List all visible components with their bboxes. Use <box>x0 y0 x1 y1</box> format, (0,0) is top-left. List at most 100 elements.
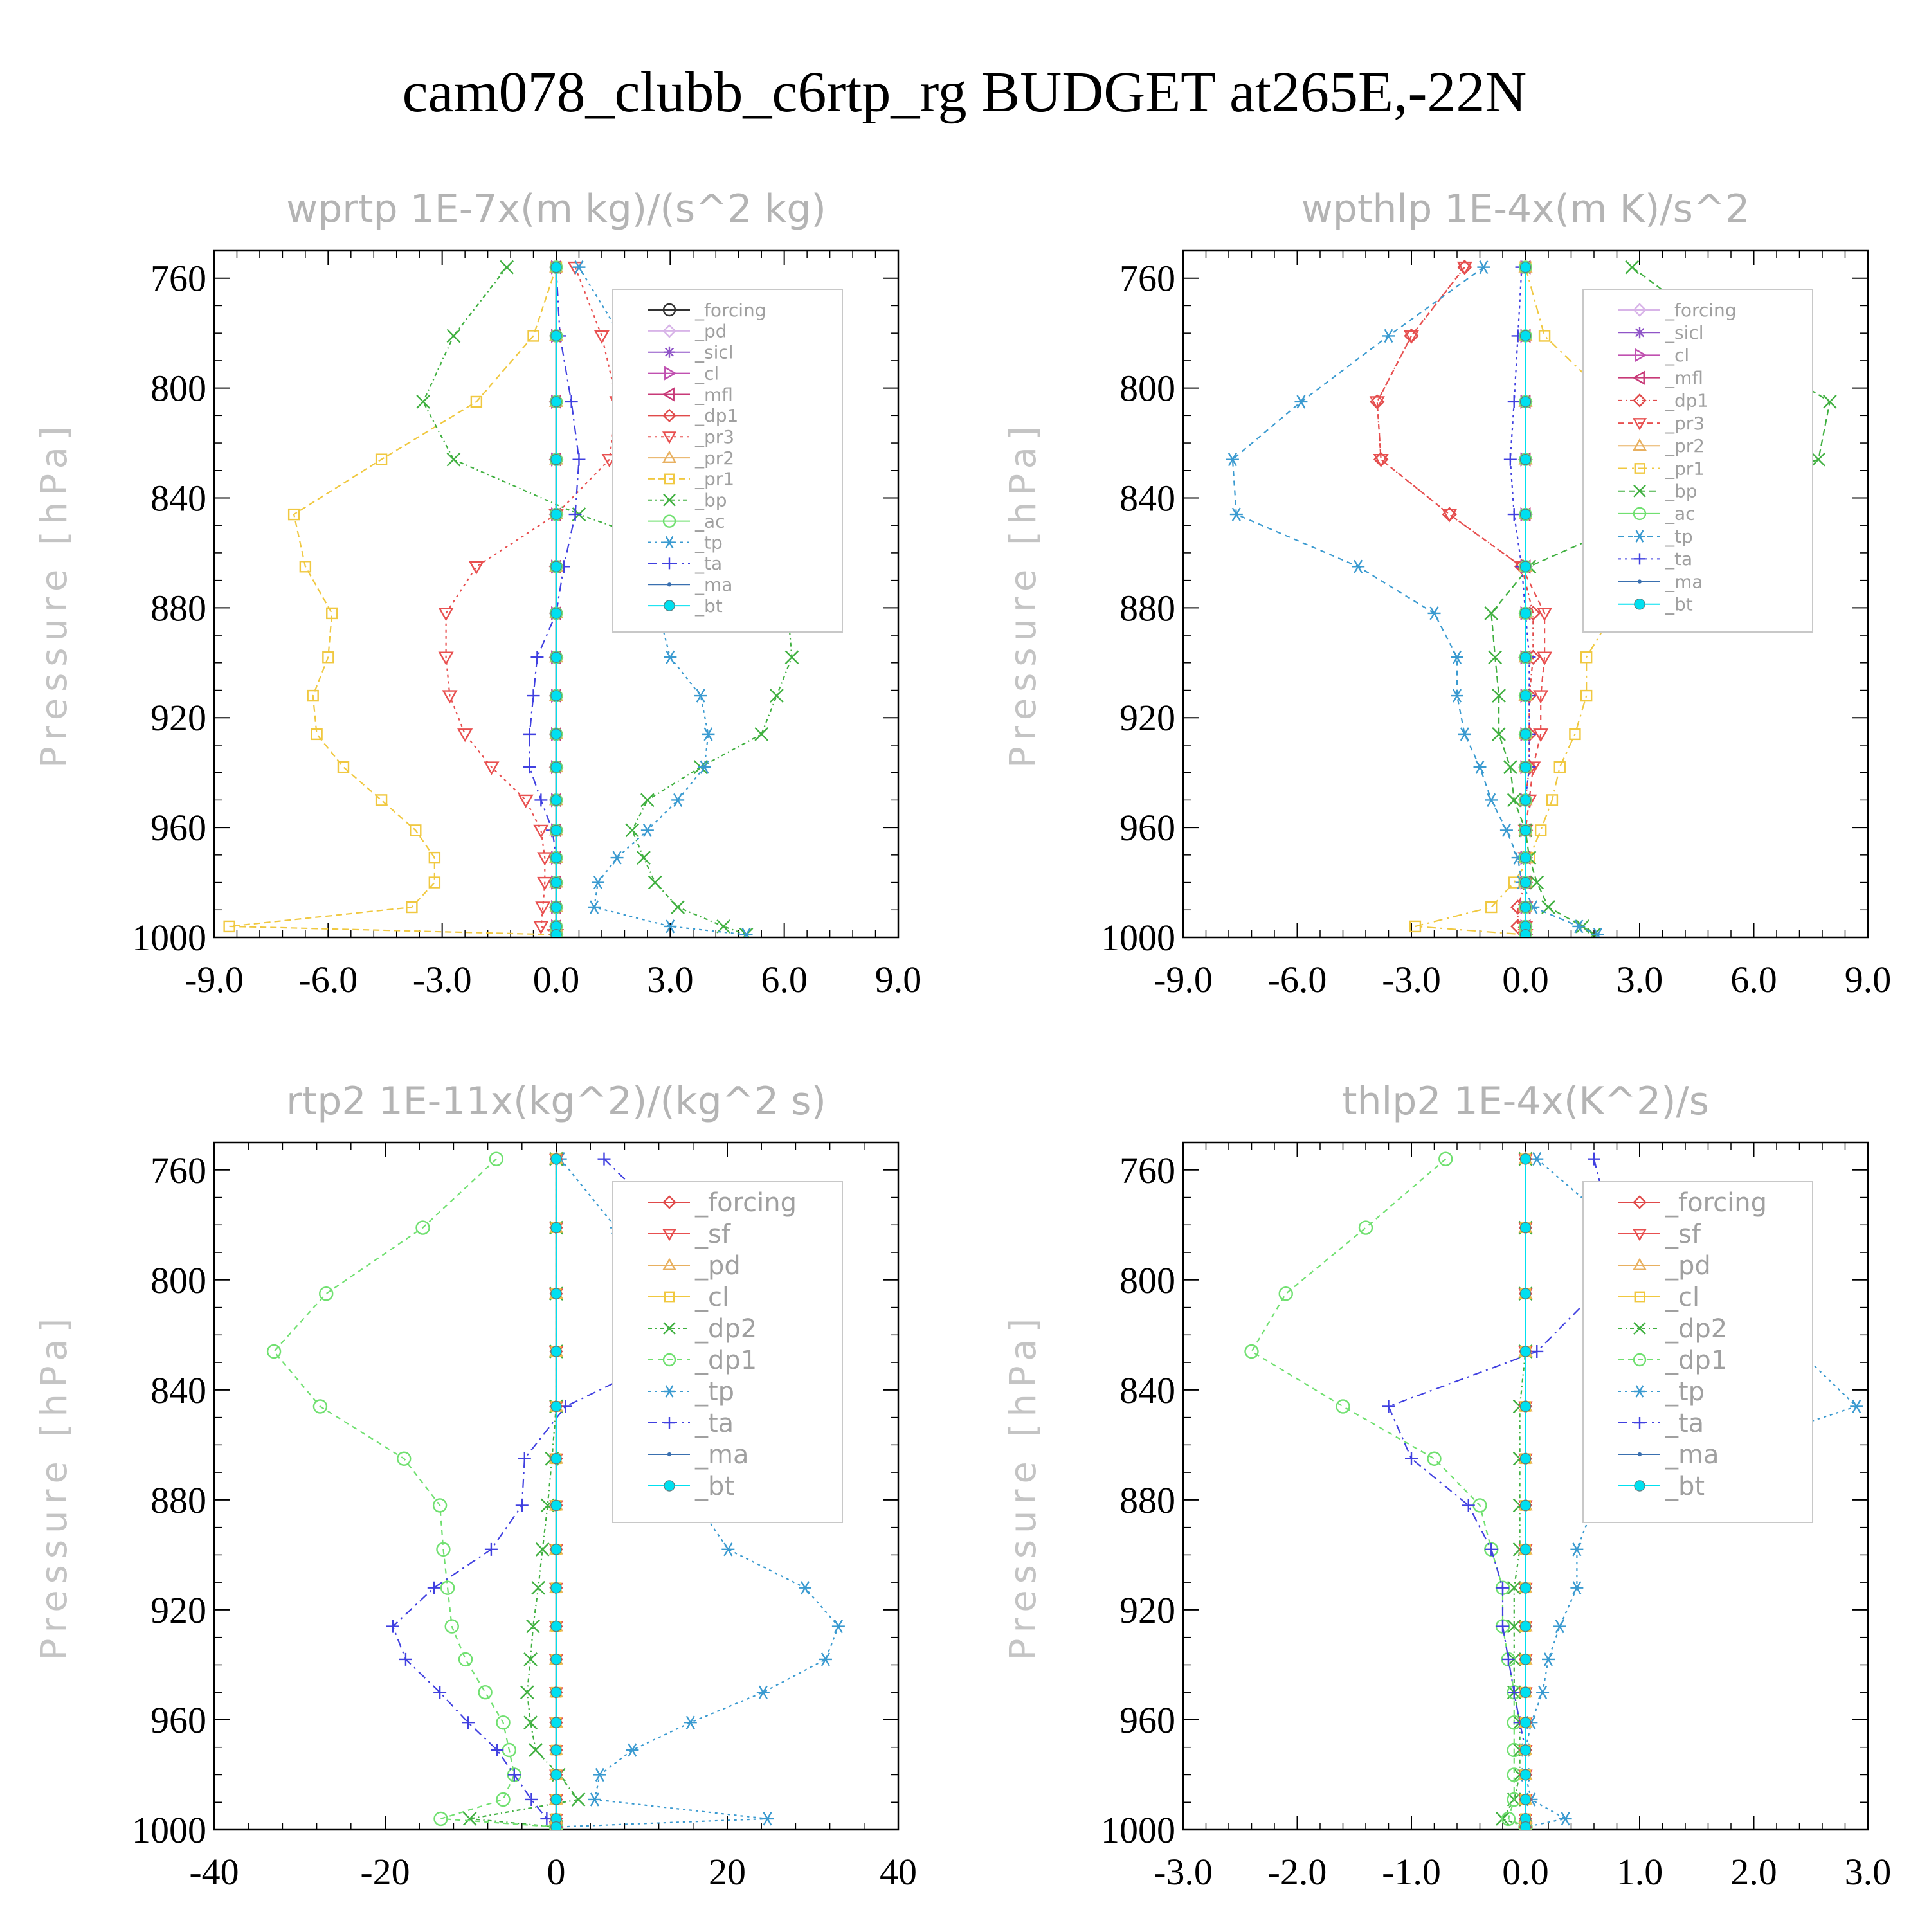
legend-marker <box>662 450 677 464</box>
data-point <box>1373 453 1389 468</box>
y-tick-label: 840 <box>150 477 206 519</box>
series-pr3 <box>438 261 625 937</box>
legend-marker <box>1634 1480 1645 1492</box>
data-point <box>1519 761 1532 773</box>
plot-area <box>1244 1151 1863 1830</box>
legend-label: _pr2 <box>694 447 734 469</box>
legend-entry: _pr3 <box>648 426 734 447</box>
y-tick-label: 880 <box>1119 587 1175 629</box>
data-point <box>550 1717 562 1728</box>
legend-label: _ma <box>694 574 732 595</box>
legend-marker <box>664 1417 675 1429</box>
data-point <box>550 330 562 342</box>
data-point <box>550 824 562 836</box>
legend-label: _dp1 <box>1665 390 1708 411</box>
data-point <box>1519 1717 1532 1728</box>
data-point <box>438 651 454 665</box>
y-tick-label: 960 <box>1119 1699 1175 1741</box>
data-point <box>550 261 562 273</box>
data-point <box>550 690 562 701</box>
panel-1: wprtp 1E-7x(m kg)/(s^2 kg) Pressure [hPa]… <box>33 186 921 1000</box>
series-line <box>273 1158 557 1828</box>
y-tick-label: 840 <box>1119 1369 1175 1411</box>
legend-label: _dp1 <box>694 405 738 426</box>
data-point <box>1229 507 1243 521</box>
data-point <box>223 920 235 933</box>
data-point <box>1519 1654 1532 1665</box>
legend-entry: _mfl <box>1618 367 1703 388</box>
data-point <box>610 851 624 865</box>
data-point <box>526 1619 540 1634</box>
y-tick-label: 880 <box>150 1479 206 1521</box>
data-point <box>457 728 473 743</box>
y-tick-label: 1000 <box>132 1809 206 1851</box>
data-point <box>1485 793 1498 808</box>
x-tick-label: -2.0 <box>1268 1851 1327 1893</box>
data-point <box>518 794 534 808</box>
legend-marker <box>1637 579 1642 584</box>
data-point <box>1533 690 1549 704</box>
data-point <box>1553 761 1566 773</box>
y-tick-label: 800 <box>150 368 206 410</box>
data-point <box>322 651 334 664</box>
data-point <box>1570 1581 1584 1595</box>
legend-marker <box>1633 484 1646 498</box>
legend-box <box>1582 289 1813 633</box>
data-point <box>326 607 338 620</box>
data-point <box>739 928 753 937</box>
legend-marker <box>662 324 676 338</box>
data-point <box>1519 396 1532 408</box>
data-point <box>1488 650 1503 665</box>
data-point <box>1519 1153 1532 1165</box>
legend-marker <box>662 1195 676 1209</box>
x-tick-label: 40 <box>880 1851 917 1893</box>
data-point <box>1538 330 1551 342</box>
y-tick-label: 960 <box>150 807 206 849</box>
legend: _forcing_pd_sicl_cl_mfl_dp1_pr3_pr2_pr1_… <box>612 289 843 633</box>
data-point <box>550 1544 562 1555</box>
data-point <box>478 1684 493 1700</box>
data-point <box>496 1715 511 1730</box>
legend-box <box>612 1181 843 1523</box>
legend-label: _ma <box>1665 1440 1719 1470</box>
legend-label: _mfl <box>1665 367 1703 388</box>
legend-entry: _tp <box>1618 526 1693 547</box>
y-tick-label: 920 <box>150 1589 206 1631</box>
legend-marker <box>1634 327 1645 339</box>
data-point <box>433 1686 447 1699</box>
legend-entry: _pr2 <box>1618 435 1705 456</box>
data-point <box>1496 1620 1509 1633</box>
x-tick-label: -20 <box>360 1851 410 1893</box>
data-point <box>1485 901 1498 914</box>
legend-marker <box>1634 1291 1645 1303</box>
y-tick-label: 760 <box>1119 1150 1175 1191</box>
data-point <box>520 1685 534 1700</box>
legend-entry: _ac <box>1618 503 1696 525</box>
data-point <box>637 851 651 865</box>
x-tick-label: 0 <box>547 1851 566 1893</box>
y-axis-label: Pressure [hPa] <box>1002 420 1044 768</box>
data-point <box>1537 651 1553 665</box>
legend-entry: _forcing <box>1618 300 1737 321</box>
data-point <box>496 1792 511 1807</box>
data-point <box>1519 1453 1532 1465</box>
data-point <box>1358 1220 1373 1235</box>
legend-entry: _ta <box>1618 548 1692 570</box>
legend-marker <box>1632 418 1647 431</box>
data-point <box>1451 689 1463 703</box>
data-point <box>533 921 549 935</box>
y-tick-label: 1000 <box>1101 917 1175 959</box>
data-point <box>436 1542 451 1557</box>
legend-entry: _ta <box>1618 1409 1704 1438</box>
x-tick-label: 2.0 <box>1730 1851 1777 1893</box>
legend-label: _sicl <box>694 342 734 363</box>
data-point <box>1519 1686 1532 1698</box>
series-ta <box>1382 1152 1618 1830</box>
legend: _forcing_sf_pd_cl_dp2_dp1_tp_ta_ma_bt <box>1582 1181 1813 1523</box>
data-point <box>1519 824 1532 836</box>
data-point <box>537 852 553 866</box>
data-point <box>1382 1400 1395 1413</box>
data-point <box>1530 875 1544 890</box>
y-tick-label: 760 <box>150 1150 206 1191</box>
legend-label: _ta <box>1665 548 1692 570</box>
